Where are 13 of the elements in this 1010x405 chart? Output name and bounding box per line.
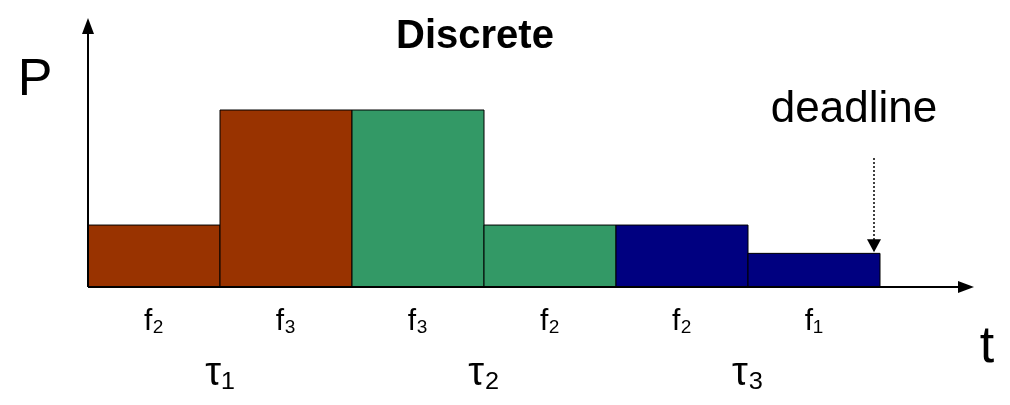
text: τ₃ (731, 349, 765, 393)
x-tick-label: f₁ (804, 303, 824, 337)
annotation: deadline (770, 82, 938, 131)
x-tick-label: f₂ (672, 303, 692, 337)
x-tick-label: f₃ (275, 303, 297, 337)
x-tick-label: f₃ (407, 303, 429, 337)
x-tick-label: f₂ (144, 303, 164, 337)
y-axis-title: P (17, 48, 53, 106)
text: τ₁ (205, 349, 235, 393)
x-axis-title: t (979, 315, 995, 373)
chart-title: Discrete (396, 12, 554, 56)
x-tick-label: f₂ (540, 303, 560, 337)
text: τ₂ (468, 349, 500, 393)
